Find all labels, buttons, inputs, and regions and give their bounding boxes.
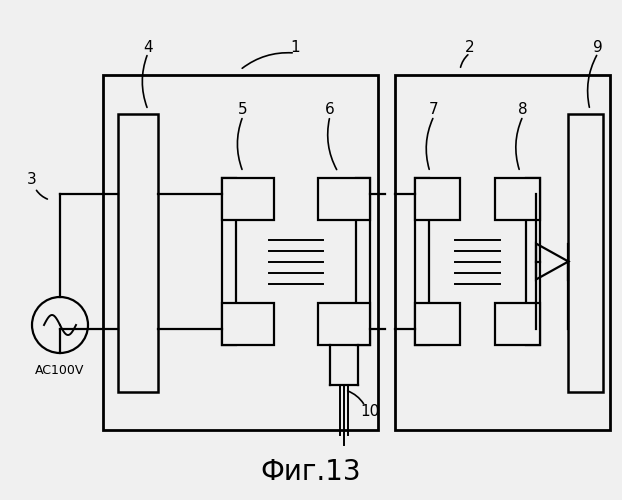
Bar bbox=[395, 75, 610, 430]
Bar bbox=[495, 178, 540, 220]
Bar bbox=[222, 178, 274, 220]
Bar bbox=[118, 114, 158, 392]
Bar bbox=[568, 114, 603, 392]
Text: 3: 3 bbox=[27, 172, 37, 188]
Text: 5: 5 bbox=[238, 102, 248, 118]
Text: 2: 2 bbox=[465, 40, 475, 54]
Bar bbox=[495, 303, 540, 345]
Text: 7: 7 bbox=[429, 102, 439, 118]
Text: AC100V: AC100V bbox=[35, 364, 85, 378]
Bar bbox=[222, 178, 236, 345]
Text: 6: 6 bbox=[325, 102, 335, 118]
Bar bbox=[103, 75, 378, 430]
Text: 1: 1 bbox=[290, 40, 300, 54]
Text: Фиг.13: Фиг.13 bbox=[261, 458, 361, 486]
Text: 8: 8 bbox=[518, 102, 528, 118]
Bar bbox=[415, 178, 429, 345]
Text: 4: 4 bbox=[143, 40, 153, 54]
Bar bbox=[318, 303, 370, 345]
Bar bbox=[318, 178, 370, 220]
Text: 9: 9 bbox=[593, 40, 603, 54]
Bar bbox=[222, 303, 274, 345]
Text: 10: 10 bbox=[360, 404, 379, 419]
Bar bbox=[356, 178, 370, 345]
Bar bbox=[415, 178, 460, 220]
Bar bbox=[526, 178, 540, 345]
Bar bbox=[415, 303, 460, 345]
